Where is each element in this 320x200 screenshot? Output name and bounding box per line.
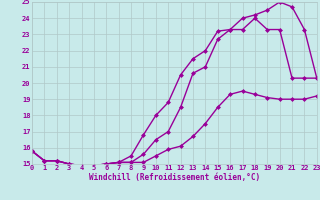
X-axis label: Windchill (Refroidissement éolien,°C): Windchill (Refroidissement éolien,°C) [89,173,260,182]
